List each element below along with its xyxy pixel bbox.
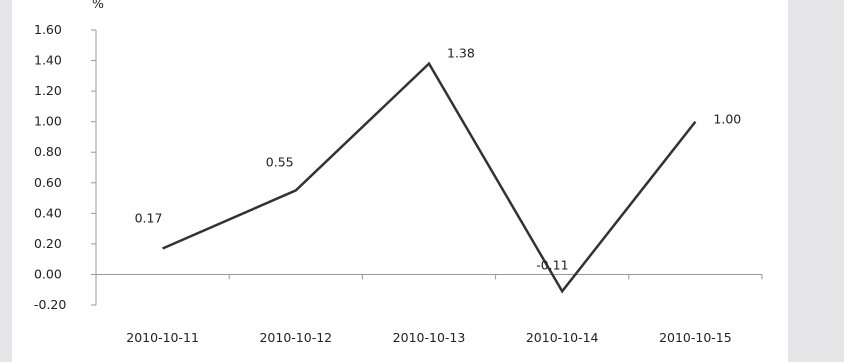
- x-tick-label: 2010-10-14: [526, 330, 599, 345]
- y-tick-label: 1.40: [34, 53, 62, 68]
- data-label: -0.11: [536, 257, 568, 272]
- data-label: 1.38: [447, 46, 475, 61]
- side-panel: [788, 0, 844, 362]
- x-tick-label: 2010-10-11: [126, 330, 199, 345]
- data-label: 1.00: [713, 112, 741, 127]
- y-tick-label: 0.80: [34, 144, 62, 159]
- x-tick-label: 2010-10-15: [659, 330, 732, 345]
- y-tick-label: 0.40: [34, 205, 62, 220]
- y-axis-unit-label: %: [92, 0, 104, 11]
- y-tick-label: 1.00: [34, 114, 62, 129]
- x-tick-label: 2010-10-12: [259, 330, 332, 345]
- y-tick-label: 0.60: [34, 175, 62, 190]
- y-tick-label: 0.20: [34, 236, 62, 251]
- data-label: 0.55: [266, 154, 294, 169]
- y-tick-label: 1.60: [34, 22, 62, 37]
- chart-panel: [12, 0, 788, 362]
- y-tick-label: -0.20: [34, 297, 66, 312]
- series-line: [162, 61, 697, 294]
- y-tick-label: 1.20: [34, 83, 62, 98]
- data-label: 0.17: [135, 210, 163, 225]
- x-tick-label: 2010-10-13: [393, 330, 466, 345]
- y-tick-label: 0.00: [34, 266, 62, 281]
